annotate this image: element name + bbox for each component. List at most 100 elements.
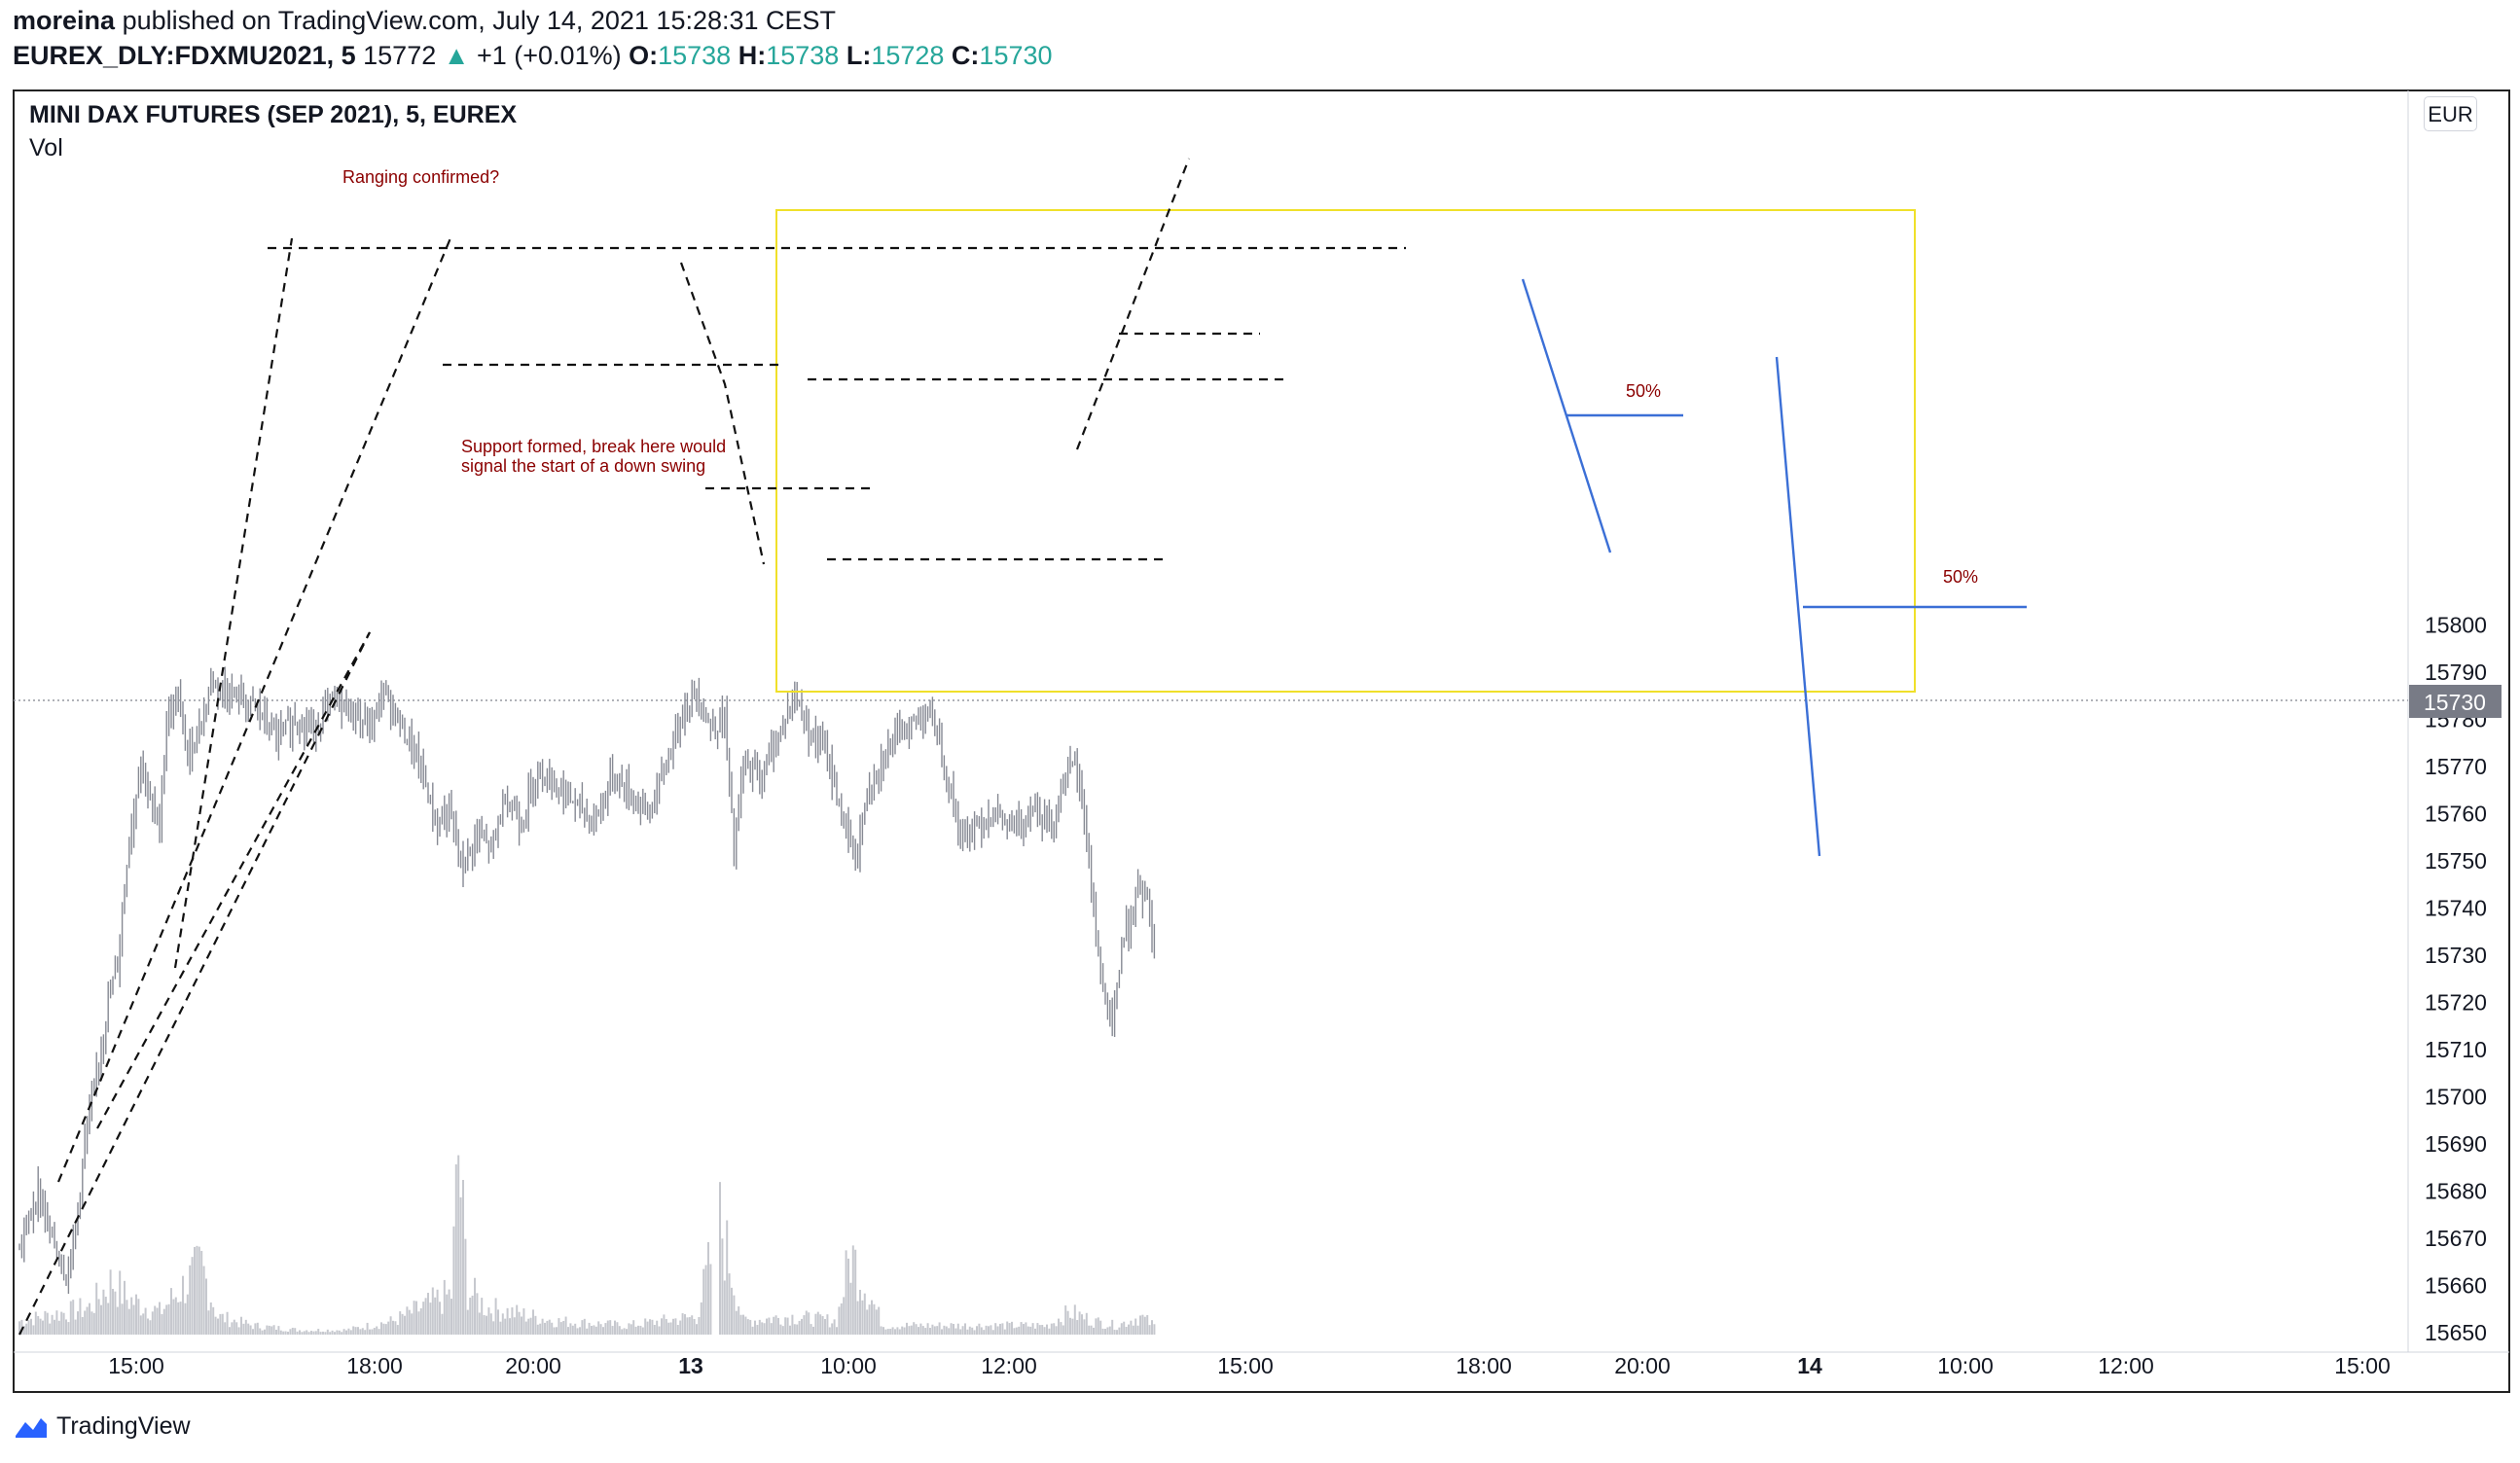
tradingview-logo-icon — [16, 1417, 47, 1438]
volume-bar — [621, 1329, 624, 1335]
volume-bar — [287, 1332, 289, 1335]
volume-bar — [746, 1319, 749, 1335]
footer-brand[interactable]: TradingView — [14, 1412, 191, 1441]
trendline-drawings[interactable] — [18, 158, 1406, 1336]
price-axis[interactable]: 15650 15660 15670 15680 15690 15700 15710 15720… — [2425, 613, 2487, 1346]
volume-bar — [1011, 1321, 1013, 1335]
volume-bar — [1130, 1320, 1133, 1335]
volume-bar — [331, 1330, 334, 1335]
y-tick-label: 15730 — [2425, 943, 2487, 968]
volume-bar — [770, 1323, 773, 1335]
swing-line[interactable] — [679, 262, 766, 565]
fib-label-2: 50% — [1943, 567, 1978, 587]
volume-bar — [54, 1319, 55, 1335]
volume-bar — [194, 1246, 196, 1335]
volume-bar — [1046, 1324, 1048, 1335]
volume-bar — [651, 1319, 654, 1335]
volume-bar — [623, 1328, 626, 1335]
volume-bar — [798, 1320, 801, 1335]
volume-bar — [646, 1321, 649, 1335]
range-box[interactable] — [775, 209, 1916, 693]
volume-bar — [988, 1326, 990, 1335]
volume-bar — [756, 1325, 759, 1335]
volume-bar — [109, 1269, 112, 1335]
volume-bar — [616, 1322, 619, 1335]
x-tick-label: 13 — [678, 1353, 703, 1378]
currency-button[interactable]: EUR — [2424, 96, 2477, 131]
volume-bar — [474, 1277, 476, 1335]
volume-bar — [1029, 1326, 1032, 1335]
volume-bar — [964, 1323, 966, 1335]
volume-bar — [408, 1309, 411, 1335]
x-tick-label: 15:00 — [108, 1353, 164, 1378]
volume-bar — [511, 1307, 514, 1335]
volume-bar — [450, 1299, 452, 1335]
symbol-name[interactable]: EUREX_DLY:FDXMU2021, 5 — [13, 41, 356, 70]
volume-bar — [866, 1309, 869, 1335]
volume-bar — [22, 1325, 25, 1335]
volume-bar — [891, 1327, 894, 1335]
fib-swing-2[interactable] — [1775, 356, 1821, 857]
volume-bar — [499, 1321, 502, 1335]
volume-bar — [244, 1319, 247, 1335]
volume-bar — [429, 1302, 432, 1335]
volume-bar — [599, 1324, 602, 1335]
volume-bar — [513, 1317, 516, 1335]
volume-bar — [875, 1309, 878, 1335]
volume-bar — [55, 1310, 58, 1335]
volume-bar — [486, 1315, 487, 1335]
volume-bar — [774, 1315, 777, 1335]
volume-bar — [637, 1325, 639, 1335]
volume-bar — [436, 1289, 439, 1335]
time-axis[interactable]: 15:00 18:00 20:00 13 10:00 12:00 15:00 18:00 20:… — [108, 1353, 2391, 1378]
support-note-line-1: Support formed, break here would — [461, 437, 726, 456]
volume-bar — [641, 1327, 644, 1335]
x-tick-label: 10:00 — [1937, 1353, 1994, 1378]
volume-bar — [116, 1306, 119, 1335]
volume-bar — [497, 1309, 499, 1335]
volume-bar — [581, 1320, 584, 1335]
volume-bar — [207, 1310, 210, 1335]
breakout-line[interactable] — [1075, 158, 1191, 450]
trendline-4[interactable] — [173, 237, 294, 969]
volume-bar — [319, 1332, 322, 1335]
author-name[interactable]: moreina — [13, 6, 116, 35]
volume-bar — [1141, 1314, 1144, 1335]
volume-bar — [863, 1293, 866, 1335]
volume-bar — [1153, 1324, 1156, 1335]
trendline-3[interactable] — [96, 631, 371, 1129]
trendline-1[interactable] — [18, 631, 371, 1336]
volume-bar — [768, 1317, 771, 1335]
volume-bar — [299, 1330, 301, 1335]
fib-drawings[interactable] — [1521, 278, 2027, 857]
volume-bar — [182, 1275, 184, 1335]
volume-bar — [77, 1311, 79, 1335]
volume-bar — [838, 1306, 841, 1335]
x-tick-label: 18:00 — [1456, 1353, 1512, 1378]
volume-bar — [198, 1246, 200, 1335]
x-tick-label: 10:00 — [820, 1353, 877, 1378]
volume-bar — [189, 1265, 192, 1335]
volume-bar — [107, 1302, 110, 1335]
volume-bar — [672, 1318, 674, 1335]
volume-bar — [983, 1330, 986, 1335]
volume-bar — [679, 1320, 682, 1335]
volume-bar — [845, 1250, 847, 1335]
volume-bar — [1093, 1327, 1095, 1335]
volume-bar — [170, 1288, 172, 1335]
volume-bar — [609, 1320, 612, 1335]
volume-bar — [114, 1291, 117, 1335]
volume-bar — [1073, 1304, 1076, 1335]
volume-bar — [929, 1328, 931, 1335]
volume-bar — [524, 1321, 527, 1335]
volume-bar — [1066, 1310, 1069, 1335]
volume-bar — [1038, 1325, 1041, 1335]
volume-bar — [661, 1318, 663, 1335]
volume-bar — [847, 1258, 849, 1335]
volume-bar — [102, 1289, 105, 1335]
volume-bar — [562, 1320, 565, 1335]
volume-bar — [489, 1313, 492, 1335]
volume-bar — [1023, 1324, 1025, 1335]
volume-bar — [1097, 1317, 1099, 1335]
